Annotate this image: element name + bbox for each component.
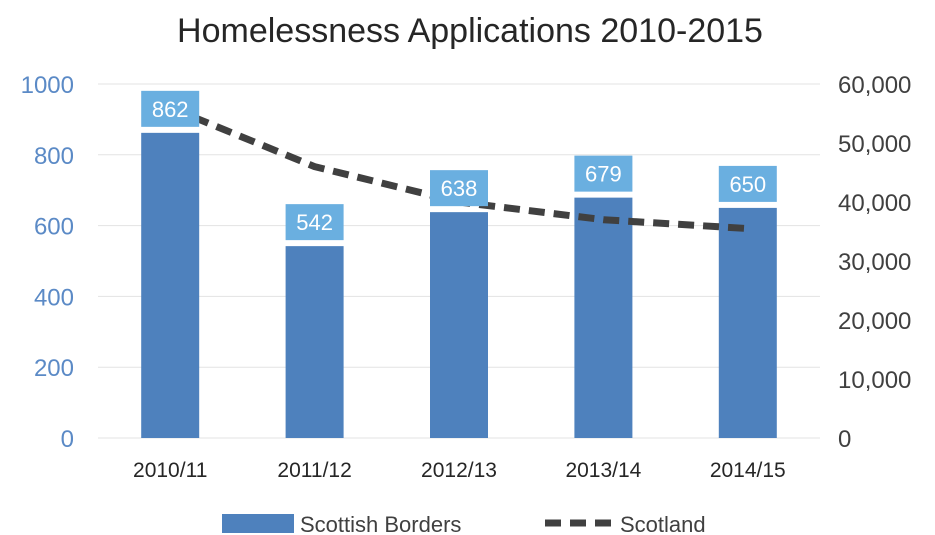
x-tick-label: 2010/11 — [133, 459, 207, 482]
right-tick-label: 50,000 — [838, 131, 911, 158]
data-label: 862 — [152, 97, 189, 122]
left-tick-label: 400 — [34, 284, 74, 311]
data-label-box — [430, 170, 488, 207]
data-labels: 862 542 638 679 650 — [141, 90, 777, 241]
right-tick-label: 60,000 — [838, 72, 911, 99]
right-tick-label: 40,000 — [838, 190, 911, 217]
chart-title: Homelessness Applications 2010-2015 — [177, 12, 763, 50]
x-axis: 2010/11 2011/12 2012/13 2013/14 2014/15 — [133, 459, 786, 482]
bar-2011/12 — [285, 246, 344, 438]
left-tick-label: 1000 — [21, 72, 74, 99]
legend-label-scotland: Scotland — [620, 512, 706, 535]
left-tick-label: 600 — [34, 214, 74, 241]
left-axis: 0 200 400 600 800 1000 — [21, 72, 74, 453]
data-label: 542 — [296, 210, 333, 235]
x-tick-label: 2014/15 — [710, 459, 786, 482]
legend-label-scottish-borders: Scottish Borders — [300, 512, 461, 535]
left-tick-label: 200 — [34, 355, 74, 382]
legend: Scottish Borders Scotland — [222, 512, 706, 535]
x-tick-label: 2013/14 — [565, 459, 641, 482]
data-label-box — [574, 155, 633, 192]
data-label: 650 — [729, 172, 766, 197]
right-tick-label: 0 — [838, 426, 851, 453]
data-label-box — [285, 204, 344, 241]
data-label: 679 — [585, 162, 622, 187]
scotland-line-path — [168, 104, 749, 233]
data-label: 638 — [441, 176, 478, 201]
left-tick-label: 0 — [61, 426, 74, 453]
bar-2013/14 — [574, 197, 633, 438]
bar-2010/11 — [141, 132, 200, 439]
data-label-box — [718, 165, 777, 202]
data-label-box — [141, 90, 200, 127]
legend-swatch-scottish-borders — [222, 514, 294, 533]
x-tick-label: 2011/12 — [277, 459, 351, 482]
left-tick-label: 800 — [34, 143, 74, 170]
right-tick-label: 10,000 — [838, 367, 911, 394]
scotland-line — [168, 104, 749, 233]
bar-2012/13 — [430, 212, 488, 438]
x-tick-label: 2012/13 — [421, 459, 497, 482]
bars — [141, 132, 777, 439]
right-tick-label: 30,000 — [838, 249, 911, 276]
right-axis: 0 10,000 20,000 30,000 40,000 50,000 60,000 — [838, 72, 911, 453]
bar-2014/15 — [718, 207, 777, 438]
right-tick-label: 20,000 — [838, 308, 911, 335]
